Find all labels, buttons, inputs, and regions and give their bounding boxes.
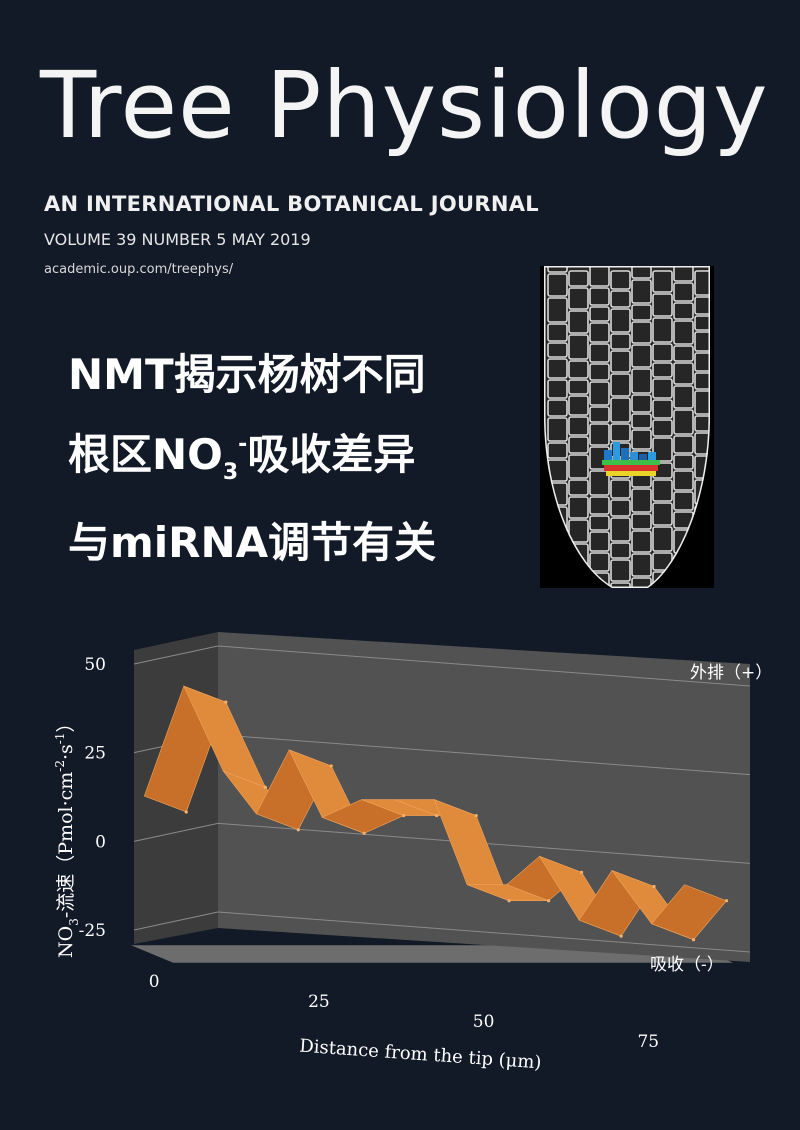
y-axis-label-sup2: -1: [53, 733, 67, 745]
y-tick-label: -25: [79, 921, 106, 941]
headline-line-2: 根区NO3 -吸收差异: [68, 410, 436, 508]
y-axis-label-rest: -流速（Pmol·cm: [55, 772, 77, 918]
data-point: [435, 813, 439, 818]
headline-line-2-sup: -: [238, 432, 248, 457]
y-axis-label-mid: ·s: [55, 744, 77, 760]
data-point: [619, 934, 623, 938]
data-point: [184, 810, 188, 814]
journal-url[interactable]: academic.oup.com/treephys/: [44, 262, 234, 277]
data-point: [474, 813, 478, 818]
issue-info: VOLUME 39 NUMBER 5 MAY 2019: [44, 230, 311, 249]
x-tick-label: 25: [308, 992, 330, 1012]
annotation-influx: 吸收（-）: [650, 955, 724, 975]
x-tick-label: 75: [637, 1032, 659, 1052]
stem-cell-niche-marker: [602, 442, 660, 476]
data-point: [296, 828, 300, 832]
data-point: [507, 899, 511, 903]
y-axis-label-sub: 3: [67, 918, 81, 926]
root-tip-micrograph: [540, 266, 714, 588]
data-point: [547, 899, 551, 903]
headline-line-2-post: 吸收差异: [247, 430, 416, 479]
x-tick-label: 0: [149, 972, 160, 992]
y-tick-label: 0: [95, 832, 106, 852]
data-point: [329, 764, 333, 768]
headline-line-2-sub: 3: [222, 460, 239, 485]
y-gridline-back: [217, 645, 751, 687]
journal-subtitle: AN INTERNATIONAL BOTANICAL JOURNAL: [44, 192, 539, 216]
y-axis-label: NO3-流速（Pmol·cm-2·s-1）: [53, 714, 81, 959]
y-axis-label-main: NO: [55, 926, 77, 958]
y-gridline-back: [217, 911, 751, 953]
headline: NMT揭示杨树不同 根区NO3 -吸收差异 与miRNA调节有关: [68, 340, 436, 578]
no3-flux-chart: 50 25 0 -25 0 25 50 75 Distance from the tip (μm…: [53, 632, 772, 1074]
data-point: [263, 785, 267, 789]
x-tick-label: 50: [473, 1012, 495, 1032]
data-point: [362, 831, 366, 835]
x-axis-label: Distance from the tip (μm): [299, 1036, 542, 1074]
ribbon-segment: [651, 884, 728, 941]
data-point: [224, 700, 228, 704]
journal-title: Tree Physiology: [40, 52, 769, 159]
y-axis-label-sup1: -2: [53, 760, 67, 772]
annotation-efflux: 外排（+）: [690, 663, 772, 683]
headline-line-1: NMT揭示杨树不同: [68, 350, 426, 399]
data-point: [724, 899, 729, 903]
headline-line-2-pre: 根区NO: [68, 430, 223, 479]
data-point: [652, 884, 656, 889]
y-gridline-back: [217, 734, 751, 776]
data-point: [691, 938, 696, 942]
y-tick-label: 50: [84, 655, 106, 675]
y-axis-label-end: ）: [55, 714, 77, 733]
data-point: [402, 813, 406, 818]
y-tick-label: 25: [84, 744, 106, 764]
y-gridline-side: [133, 911, 219, 931]
headline-line-3: 与miRNA调节有关: [68, 518, 437, 567]
y-gridline-side: [133, 645, 219, 665]
y-gridline-side: [133, 822, 219, 842]
data-point: [579, 870, 584, 874]
